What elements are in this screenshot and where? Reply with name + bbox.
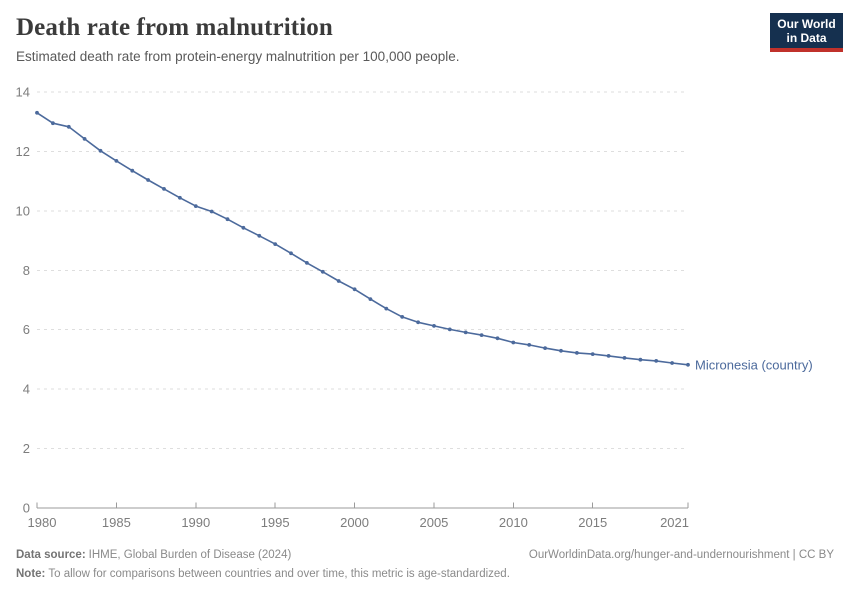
data-point xyxy=(575,351,579,355)
x-tick-label: 2010 xyxy=(499,515,528,530)
data-point xyxy=(352,287,357,292)
data-point xyxy=(336,279,341,283)
data-point xyxy=(241,225,246,230)
note-label: Note: xyxy=(16,568,46,580)
data-point xyxy=(463,330,468,335)
data-point xyxy=(527,343,532,347)
data-point xyxy=(114,159,119,163)
y-tick-label: 2 xyxy=(23,441,30,456)
y-tick-label: 12 xyxy=(16,144,30,159)
owid-url-link[interactable]: OurWorldinData.org/hunger-and-undernouri… xyxy=(528,549,834,561)
data-point xyxy=(130,168,135,173)
data-point xyxy=(432,324,436,328)
data-point xyxy=(273,242,278,247)
data-source-label: Data source: xyxy=(16,549,86,561)
data-point xyxy=(495,336,500,341)
series-line xyxy=(36,111,689,366)
data-point xyxy=(289,251,293,256)
data-point xyxy=(559,348,563,353)
data-point xyxy=(590,352,595,356)
data-point xyxy=(447,327,452,332)
x-tick-label: 2021 xyxy=(660,515,689,530)
data-point xyxy=(622,356,627,360)
data-point xyxy=(479,333,484,337)
line-chart: 0 2 4 6 8 10 12 14 1980 1985 1990 1995 2000 2005 2010… xyxy=(16,85,813,530)
data-point xyxy=(35,110,39,115)
owid-logo: Our World in Data xyxy=(770,13,843,52)
y-tick-label: 6 xyxy=(23,322,30,337)
x-tick-label: 1985 xyxy=(102,515,131,530)
data-point xyxy=(162,187,166,191)
data-point xyxy=(511,340,516,345)
y-tick-label: 10 xyxy=(16,203,30,218)
data-point xyxy=(670,361,674,365)
x-tick-label: 2000 xyxy=(340,515,369,530)
data-point xyxy=(638,357,643,362)
footer-row-note: Note: To allow for comparisons between co… xyxy=(16,567,834,581)
data-point xyxy=(178,195,182,200)
x-tick-label: 1980 xyxy=(28,515,57,530)
owid-logo-line1: Our World xyxy=(777,16,836,31)
data-point xyxy=(543,346,547,350)
y-axis-labels: 0 2 4 6 8 10 12 14 xyxy=(16,85,30,516)
data-point xyxy=(209,209,214,214)
data-point xyxy=(82,137,87,141)
gridlines xyxy=(37,91,688,450)
data-point xyxy=(146,178,151,182)
data-point xyxy=(416,320,420,325)
data-source-value: IHME, Global Burden of Disease (2024) xyxy=(88,549,292,561)
y-tick-label: 4 xyxy=(23,382,30,397)
data-source: Data source: IHME, Global Burden of Disea… xyxy=(16,548,291,562)
data-point xyxy=(606,354,611,358)
x-tick-label: 2005 xyxy=(419,515,448,530)
data-point xyxy=(225,217,230,222)
data-point xyxy=(686,362,690,367)
note-value: To allow for comparisons between countri… xyxy=(48,568,510,580)
data-point xyxy=(257,233,262,238)
chart-subtitle: Estimated death rate from protein-energy… xyxy=(16,49,460,64)
data-point xyxy=(98,148,103,153)
series-group: Micronesia (country) xyxy=(35,110,813,372)
owid-logo-line2: in Data xyxy=(786,30,827,45)
y-tick-label: 0 xyxy=(23,501,30,516)
page-title: Death rate from malnutrition xyxy=(16,14,333,41)
data-point xyxy=(654,359,659,363)
chart-footer: Data source: IHME, Global Burden of Disea… xyxy=(16,548,834,581)
x-tick-label: 1990 xyxy=(181,515,210,530)
x-tick-label: 2015 xyxy=(578,515,607,530)
data-point xyxy=(66,124,71,129)
data-point xyxy=(51,121,55,126)
data-point xyxy=(320,269,325,274)
x-tick-label: 1995 xyxy=(261,515,290,530)
data-point xyxy=(305,261,309,265)
y-tick-label: 8 xyxy=(23,263,30,278)
y-tick-label: 14 xyxy=(16,85,30,100)
data-point xyxy=(193,204,198,208)
footer-row-source: Data source: IHME, Global Burden of Disea… xyxy=(16,548,834,562)
series-end-label: Micronesia (country) xyxy=(695,357,813,372)
data-point xyxy=(400,315,405,319)
data-point xyxy=(368,297,373,301)
data-point xyxy=(384,306,389,311)
x-axis: 1980 1985 1990 1995 2000 2005 2010 2015 2021 xyxy=(28,502,689,530)
